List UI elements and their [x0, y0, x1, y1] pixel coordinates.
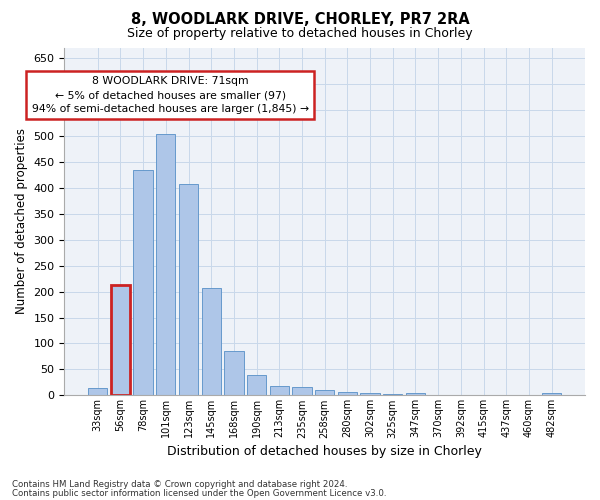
- Bar: [474, 395, 493, 396]
- Bar: [383, 394, 403, 396]
- Bar: [269, 386, 289, 396]
- X-axis label: Distribution of detached houses by size in Chorley: Distribution of detached houses by size …: [167, 444, 482, 458]
- Bar: [224, 350, 244, 396]
- Bar: [406, 394, 425, 396]
- Bar: [542, 393, 562, 396]
- Bar: [315, 390, 334, 396]
- Bar: [451, 395, 470, 396]
- Text: Contains HM Land Registry data © Crown copyright and database right 2024.: Contains HM Land Registry data © Crown c…: [12, 480, 347, 489]
- Text: Contains public sector information licensed under the Open Government Licence v3: Contains public sector information licen…: [12, 489, 386, 498]
- Bar: [133, 170, 153, 396]
- Bar: [338, 392, 357, 396]
- Bar: [88, 388, 107, 396]
- Text: 8 WOODLARK DRIVE: 71sqm
← 5% of detached houses are smaller (97)
94% of semi-det: 8 WOODLARK DRIVE: 71sqm ← 5% of detached…: [32, 76, 309, 114]
- Bar: [156, 134, 175, 396]
- Bar: [111, 286, 130, 396]
- Bar: [428, 395, 448, 396]
- Y-axis label: Number of detached properties: Number of detached properties: [15, 128, 28, 314]
- Text: Size of property relative to detached houses in Chorley: Size of property relative to detached ho…: [127, 28, 473, 40]
- Bar: [202, 288, 221, 396]
- Bar: [179, 184, 198, 396]
- Bar: [292, 386, 311, 396]
- Text: 8, WOODLARK DRIVE, CHORLEY, PR7 2RA: 8, WOODLARK DRIVE, CHORLEY, PR7 2RA: [131, 12, 469, 28]
- Bar: [361, 393, 380, 396]
- Bar: [247, 375, 266, 396]
